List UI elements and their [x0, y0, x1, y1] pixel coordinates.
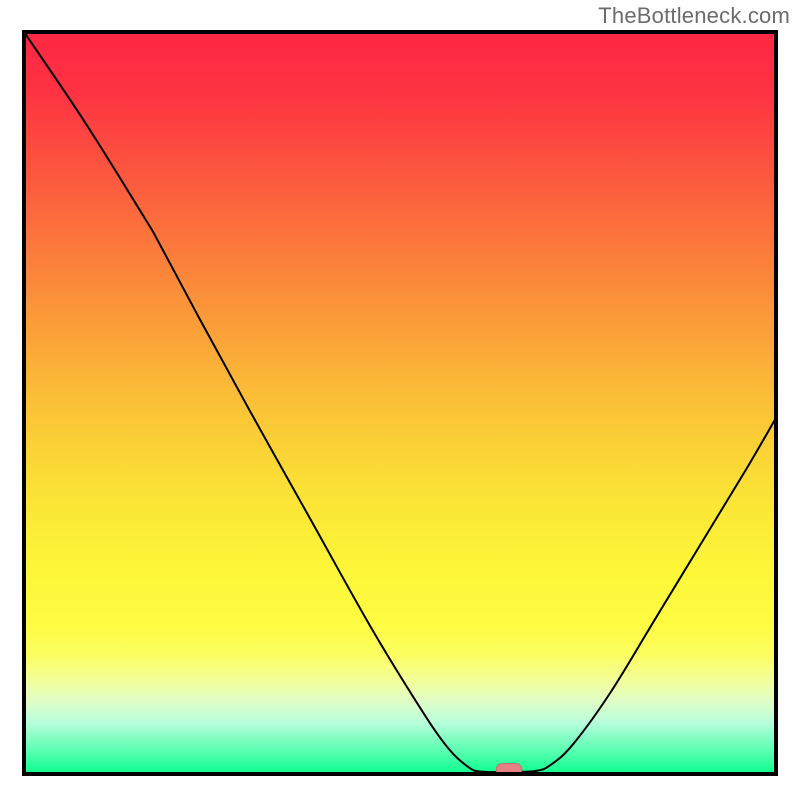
gradient-background	[24, 32, 776, 774]
bottleneck-chart	[0, 0, 800, 800]
attribution-watermark: TheBottleneck.com	[598, 3, 790, 29]
chart-container: TheBottleneck.com	[0, 0, 800, 800]
